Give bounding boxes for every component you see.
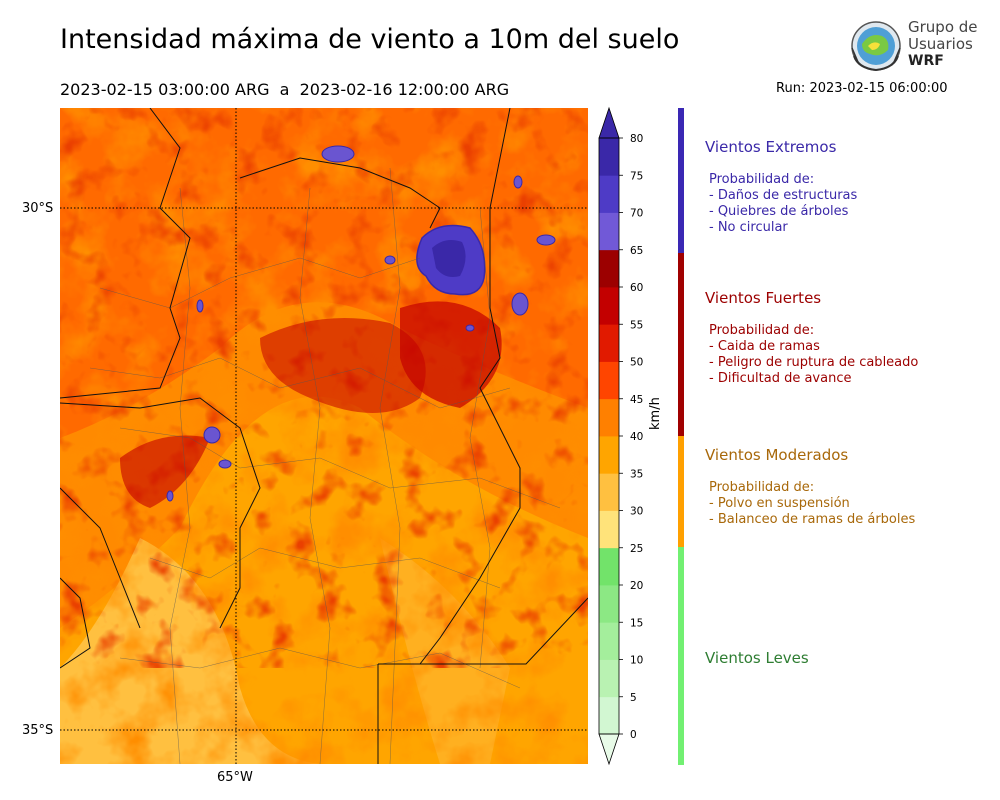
colorbar-tick-label: 30 xyxy=(630,506,643,518)
graticule xyxy=(60,108,588,764)
strong-wind-core-2 xyxy=(400,301,502,408)
colorbar-tick-label: 35 xyxy=(630,468,643,480)
category-line: - Daños de estructuras xyxy=(709,188,858,203)
extreme-cell xyxy=(218,459,232,469)
colorbar-tick-label: 25 xyxy=(630,543,643,555)
colorbar-step xyxy=(599,696,619,735)
colorbar-step xyxy=(599,473,619,511)
extreme-cell xyxy=(465,324,475,332)
extreme-cell xyxy=(384,255,396,265)
colorbar-step xyxy=(599,212,619,251)
colorbar: 0 5 10 15 20 25 30 35 40 45 50 55 60 65 70 75 80 xyxy=(598,106,643,766)
extreme-cell xyxy=(513,175,523,189)
extreme-cell xyxy=(203,426,221,444)
strong-wind-core-3 xyxy=(120,435,210,508)
logo-text-1: Grupo de xyxy=(908,18,978,36)
colorbar-step xyxy=(599,138,619,176)
colorbar-step xyxy=(599,249,619,288)
colorbar-step xyxy=(599,361,619,400)
lon-label-65w: 65°W xyxy=(217,770,253,785)
category-bar-extremos xyxy=(678,108,684,253)
category-description-moderados: Probabilidad de: - Polvo en suspensión -… xyxy=(709,480,915,528)
category-line: - Balanceo de ramas de árboles xyxy=(709,512,916,527)
colorbar-step xyxy=(599,324,619,362)
colorbar-step xyxy=(599,659,619,698)
colorbar-tick-label: 55 xyxy=(630,319,643,331)
category-title-fuertes: Vientos Fuertes xyxy=(705,289,822,307)
page-title: Intensidad máxima de viento a 10m del su… xyxy=(60,24,680,55)
run-timestamp: Run: 2023-02-15 06:00:00 xyxy=(776,81,948,96)
extreme-cell xyxy=(536,234,556,246)
category-description-extremos: Probabilidad de: - Daños de estructuras … xyxy=(709,172,857,236)
category-line: - Peligro de ruptura de cableado xyxy=(709,355,919,370)
colorbar-tick-label: 40 xyxy=(630,431,643,443)
colorbar-step xyxy=(599,287,619,325)
colorbar-tick-label: 20 xyxy=(630,580,643,592)
colorbar-tick-label: 65 xyxy=(630,245,643,257)
logo-text-2: Usuarios xyxy=(908,35,973,53)
extreme-cell xyxy=(196,299,204,313)
colorbar-tick-label: 70 xyxy=(630,208,643,220)
extreme-cell xyxy=(166,490,174,502)
department-borders xyxy=(89,167,561,764)
category-line: Probabilidad de: xyxy=(709,323,815,338)
colorbar-max-arrow xyxy=(598,106,620,139)
colorbar-tick-label: 80 xyxy=(630,133,643,145)
extreme-wind-core xyxy=(432,240,466,277)
colorbar-step xyxy=(599,547,619,586)
province-borders xyxy=(60,108,588,764)
colorbar-tick-label: 10 xyxy=(630,655,643,667)
colorbar-step xyxy=(599,436,619,474)
extreme-cell xyxy=(321,145,355,163)
colorbar-tick-label: 5 xyxy=(630,692,637,704)
category-description-fuertes: Probabilidad de: - Caida de ramas - Peli… xyxy=(709,323,918,387)
colorbar-tick-label: 45 xyxy=(630,394,643,406)
category-bar-leves xyxy=(678,547,684,765)
category-bar-moderados xyxy=(678,436,684,547)
colorbar-step xyxy=(599,175,619,213)
colorbar-unit: km/h xyxy=(648,397,663,430)
category-line: - Polvo en suspensión xyxy=(709,496,850,511)
category-line: - Caida de ramas xyxy=(709,339,820,354)
colorbar-tick-label: 15 xyxy=(630,617,643,629)
colorbar-step xyxy=(599,622,619,660)
colorbar-step xyxy=(599,510,619,549)
category-title-moderados: Vientos Moderados xyxy=(705,446,849,464)
category-title-extremos: Vientos Extremos xyxy=(705,138,837,156)
colorbar-step xyxy=(599,398,619,437)
category-line: Probabilidad de: xyxy=(709,172,815,187)
category-line: Probabilidad de: xyxy=(709,480,815,495)
strong-wind-core xyxy=(260,318,426,413)
wrf-logo: Grupo de Usuarios WRF xyxy=(848,16,978,76)
globe-icon xyxy=(851,21,901,72)
category-title-leves: Vientos Leves xyxy=(705,649,809,667)
wind-map xyxy=(60,108,588,764)
extreme-cell xyxy=(511,292,529,316)
lat-label-35s: 35°S xyxy=(22,723,54,738)
colorbar-min-arrow xyxy=(598,733,620,766)
category-line: - Dificultad de avance xyxy=(709,371,852,386)
colorbar-tick-label: 0 xyxy=(630,729,637,741)
colorbar-tick-label: 75 xyxy=(630,170,643,182)
logo-text-3: WRF xyxy=(908,53,944,69)
category-line: - No circular xyxy=(709,220,788,235)
category-bar-fuertes xyxy=(678,253,684,436)
colorbar-step xyxy=(599,585,619,623)
lat-label-30s: 30°S xyxy=(22,201,54,216)
forecast-period: 2023-02-15 03:00:00 ARG a 2023-02-16 12:… xyxy=(60,80,510,99)
category-line: - Quiebres de árboles xyxy=(709,204,849,219)
colorbar-tick-label: 60 xyxy=(630,282,643,294)
colorbar-tick-label: 50 xyxy=(630,357,643,369)
